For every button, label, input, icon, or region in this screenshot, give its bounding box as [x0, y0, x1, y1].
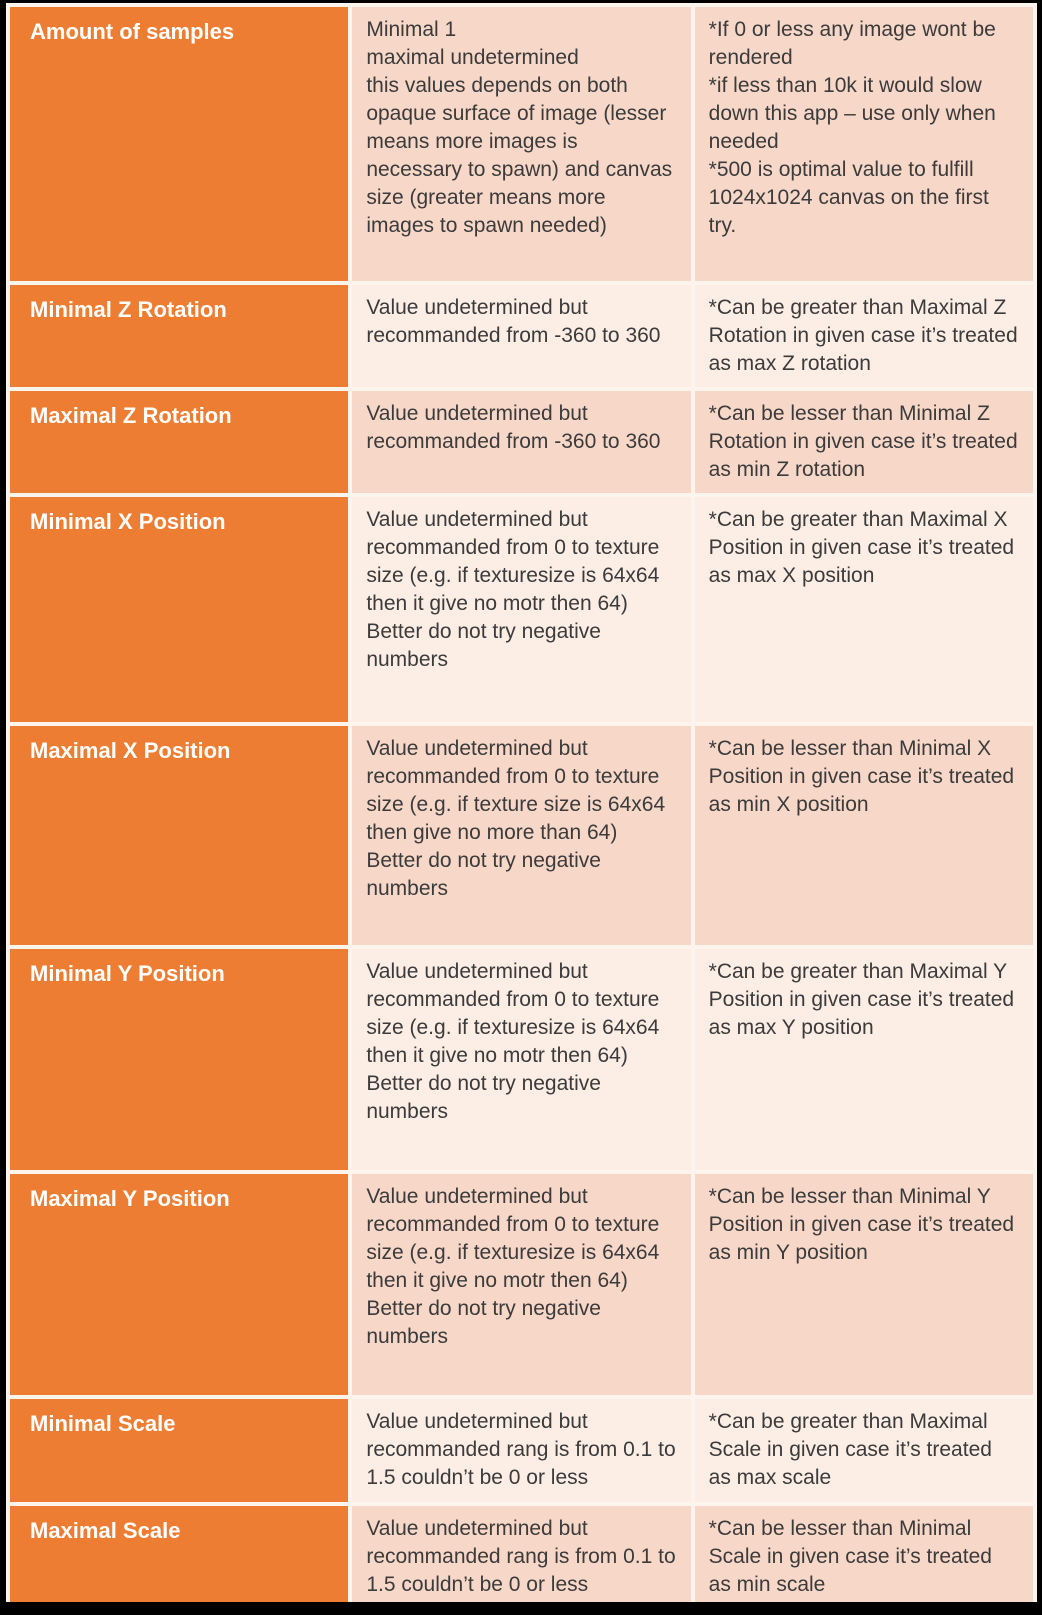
notes-cell-minimal-scale: *Can be greater than Maximal Scale in gi…	[694, 1399, 1033, 1502]
value-cell-maximal-y-position: Value undetermined but recommanded from …	[352, 1174, 691, 1395]
value-cell-minimal-y-position: Value undetermined but recommanded from …	[352, 949, 691, 1170]
param-cell-amount-of-samples: Amount of samples	[10, 7, 349, 281]
notes-cell-maximal-z-rotation: *Can be lesser than Minimal Z Rotation i…	[694, 391, 1033, 493]
param-cell-maximal-y-position: Maximal Y Position	[10, 1174, 349, 1395]
param-cell-maximal-z-rotation: Maximal Z Rotation	[10, 391, 349, 493]
value-cell-minimal-x-position: Value undetermined but recommanded from …	[352, 497, 691, 722]
value-cell-maximal-z-rotation: Value undetermined but recommanded from …	[352, 391, 691, 493]
table-row: Minimal X Position Value undetermined bu…	[10, 497, 1033, 722]
value-cell-minimal-z-rotation: Value undetermined but recommanded from …	[352, 285, 691, 387]
table-row: Amount of samples Minimal 1 maximal unde…	[10, 7, 1033, 281]
table-row: Maximal X Position Value undetermined bu…	[10, 726, 1033, 945]
notes-cell-maximal-scale: *Can be lesser than Minimal Scale in giv…	[694, 1506, 1033, 1602]
settings-table-frame: Amount of samples Minimal 1 maximal unde…	[6, 3, 1037, 1602]
table-row: Maximal Z Rotation Value undetermined bu…	[10, 391, 1033, 493]
notes-cell-minimal-y-position: *Can be greater than Maximal Y Position …	[694, 949, 1033, 1170]
notes-cell-minimal-x-position: *Can be greater than Maximal X Position …	[694, 497, 1033, 722]
notes-cell-maximal-y-position: *Can be lesser than Minimal Y Position i…	[694, 1174, 1033, 1395]
param-cell-minimal-z-rotation: Minimal Z Rotation	[10, 285, 349, 387]
notes-cell-amount-of-samples: *If 0 or less any image wont be rendered…	[694, 7, 1033, 281]
value-cell-amount-of-samples: Minimal 1 maximal undetermined this valu…	[352, 7, 691, 281]
notes-cell-minimal-z-rotation: *Can be greater than Maximal Z Rotation …	[694, 285, 1033, 387]
table-row: Maximal Scale Value undetermined but rec…	[10, 1506, 1033, 1602]
value-cell-maximal-x-position: Value undetermined but recommanded from …	[352, 726, 691, 945]
table-row: Minimal Scale Value undetermined but rec…	[10, 1399, 1033, 1502]
table-row: Maximal Y Position Value undetermined bu…	[10, 1174, 1033, 1395]
param-cell-maximal-x-position: Maximal X Position	[10, 726, 349, 945]
table-row: Minimal Y Position Value undetermined bu…	[10, 949, 1033, 1170]
param-cell-maximal-scale: Maximal Scale	[10, 1506, 349, 1602]
param-cell-minimal-y-position: Minimal Y Position	[10, 949, 349, 1170]
parameters-table: Amount of samples Minimal 1 maximal unde…	[6, 3, 1037, 1602]
param-cell-minimal-x-position: Minimal X Position	[10, 497, 349, 722]
notes-cell-maximal-x-position: *Can be lesser than Minimal X Position i…	[694, 726, 1033, 945]
value-cell-minimal-scale: Value undetermined but recommanded rang …	[352, 1399, 691, 1502]
value-cell-maximal-scale: Value undetermined but recommanded rang …	[352, 1506, 691, 1602]
param-cell-minimal-scale: Minimal Scale	[10, 1399, 349, 1502]
table-row: Minimal Z Rotation Value undetermined bu…	[10, 285, 1033, 387]
